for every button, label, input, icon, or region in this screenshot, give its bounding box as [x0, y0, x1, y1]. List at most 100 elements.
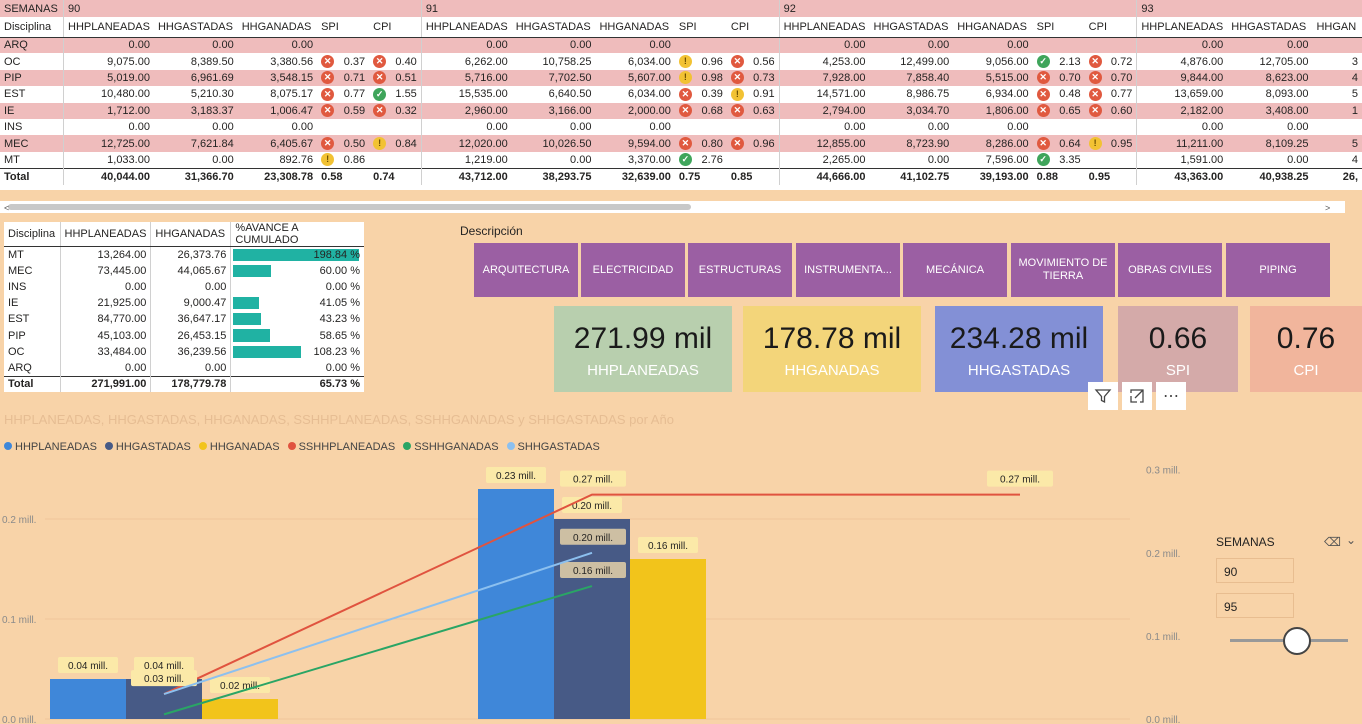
planned-cell: 21,925.00 — [59, 295, 151, 312]
series-line[interactable] — [163, 493, 1020, 695]
index-value: 0.37 — [343, 55, 366, 68]
slicer-tile[interactable]: INSTRUMENTA... — [796, 243, 900, 297]
total-progress: 65.73 % — [230, 375, 364, 393]
value-cell: 10,026.50 — [542, 137, 592, 150]
status-warning-icon: ! — [678, 71, 692, 85]
progress-bar — [233, 329, 271, 342]
value-cell: 6,640.50 — [548, 88, 592, 101]
eraser-icon[interactable]: ⌫ — [1324, 535, 1341, 549]
status-bad-icon: ✕ — [373, 71, 387, 85]
value-cell: 6,034.00 — [628, 88, 671, 101]
slicer-tile[interactable]: ARQUITECTURA — [474, 243, 578, 297]
planned-cell: 73,445.00 — [59, 262, 151, 279]
filter-icon[interactable] — [1088, 382, 1118, 410]
value-cell: 3 — [1351, 55, 1358, 68]
data-label: 0.20 mill. — [573, 533, 613, 544]
value-cell: 39,193.00 — [953, 167, 1033, 185]
slicer-tile[interactable]: PIPING — [1226, 243, 1330, 297]
bar[interactable] — [478, 489, 554, 719]
status-warning-icon: ! — [730, 87, 744, 101]
index-value: 0.75 — [678, 170, 701, 183]
kpi-card: 234.28 mil HHGASTADAS — [935, 306, 1103, 392]
kpi-label: CPI — [1293, 362, 1319, 379]
status-bad-icon: ✕ — [730, 71, 744, 85]
slicer-title: Descripción — [460, 224, 523, 238]
index-value: 0.73 — [753, 71, 775, 84]
index-value: 2.76 — [701, 153, 723, 166]
progress-value: 41.05 % — [319, 297, 360, 310]
value-cell: 0.00 — [1287, 153, 1309, 166]
kpi-value: 0.66 — [1148, 322, 1208, 355]
focus-mode-icon[interactable] — [1122, 382, 1152, 410]
status-bad-icon: ✕ — [321, 104, 335, 118]
index-value: 0.88 — [1036, 170, 1059, 183]
legend-item[interactable]: HHGANADAS — [198, 441, 280, 453]
column-header: HHPLANEADAS — [1136, 17, 1228, 38]
value-cell: 3,183.37 — [190, 104, 234, 117]
value-cell: 8,286.00 — [985, 137, 1029, 150]
index-value: 0.96 — [753, 137, 775, 150]
legend-item[interactable]: HHPLANEADAS — [4, 441, 97, 453]
slider-handle[interactable] — [1283, 627, 1311, 655]
slicer-tile[interactable]: ELECTRICIDAD — [581, 243, 685, 297]
data-label: 0.27 mill. — [1000, 475, 1040, 486]
chevron-down-icon[interactable]: ⌄ — [1346, 533, 1357, 547]
legend-item[interactable]: SSHHGANADAS — [403, 441, 499, 453]
slider-min-input[interactable]: 90 — [1216, 558, 1294, 583]
column-header: HHPLANEADAS — [778, 17, 870, 38]
value-cell: 13,659.00 — [1136, 86, 1228, 103]
scroll-right-icon[interactable]: > — [1325, 203, 1331, 213]
legend-item[interactable]: SSHHPLANEADAS — [287, 441, 395, 453]
value-cell: 0.00 — [927, 121, 950, 134]
legend-item[interactable]: HHGASTADAS — [104, 441, 191, 453]
column-header: HHGAN — [1312, 17, 1362, 38]
planned-cell: 13,264.00 — [59, 246, 151, 263]
value-cell: 0.00 — [778, 118, 870, 136]
value-cell — [1312, 119, 1362, 135]
value-cell: 2,960.00 — [420, 102, 512, 119]
data-label-bg — [486, 467, 546, 483]
chart-legend: HHPLANEADAS HHGASTADAS HHGANADAS SSHHPLANEA… — [4, 441, 600, 453]
slider-max-input[interactable]: 95 — [1216, 593, 1294, 618]
bar[interactable] — [554, 519, 630, 719]
data-label-bg — [58, 657, 118, 673]
column-header[interactable]: HHPLANEADAS — [59, 222, 151, 247]
disciplina-sort-header[interactable]: Disciplina — [4, 222, 60, 247]
value-cell: 7,702.50 — [548, 71, 592, 84]
slicer-tile[interactable]: OBRAS CIVILES — [1118, 243, 1222, 297]
table-row: INS 0.00 0.00 0.00 % — [4, 278, 364, 296]
discipline-cell: ARQ — [4, 39, 28, 52]
slicer-tile[interactable]: MECÁNICA — [903, 243, 1007, 297]
earned-cell: 26,373.76 — [150, 246, 231, 263]
value-cell: 40,044.00 — [63, 167, 154, 185]
week-header: 93 — [1136, 0, 1362, 17]
value-cell: 9,844.00 — [1136, 69, 1228, 87]
index-value: 0.63 — [753, 104, 775, 117]
scroll-left-icon[interactable]: < — [4, 203, 10, 213]
column-header[interactable]: %AVANCE A CUMULADO — [230, 222, 364, 247]
scrollbar-thumb[interactable] — [8, 204, 691, 210]
value-cell: 15,535.00 — [420, 86, 512, 103]
bar[interactable] — [202, 699, 278, 719]
planned-cell: 0.00 — [59, 359, 151, 376]
more-options-icon[interactable]: ⋯ — [1156, 382, 1186, 410]
bar[interactable] — [630, 559, 706, 719]
value-cell: 0.00 — [927, 153, 950, 166]
value-cell: 0.00 — [649, 121, 671, 134]
column-header[interactable]: HHGANADAS — [150, 222, 231, 247]
value-cell: 1,219.00 — [420, 151, 512, 169]
discipline-cell: MEC — [4, 137, 29, 150]
column-header: HHGASTADAS — [869, 17, 954, 38]
value-cell: 6,405.67 — [270, 137, 314, 150]
series-line[interactable] — [163, 551, 593, 696]
earned-cell: 44,065.67 — [150, 262, 231, 279]
series-line[interactable] — [163, 585, 593, 716]
value-cell: 5,019.00 — [63, 69, 154, 87]
column-header: HHPLANEADAS — [420, 17, 512, 38]
bar[interactable] — [50, 679, 126, 719]
table-row: MT 13,264.00 26,373.76 198.84 % — [4, 246, 364, 263]
slicer-tile[interactable]: ESTRUCTURAS — [688, 243, 792, 297]
slicer-tile[interactable]: MOVIMIENTO DE TIERRA — [1011, 243, 1115, 297]
total-label: Total — [4, 375, 60, 393]
legend-item[interactable]: SHHGASTADAS — [506, 441, 600, 453]
